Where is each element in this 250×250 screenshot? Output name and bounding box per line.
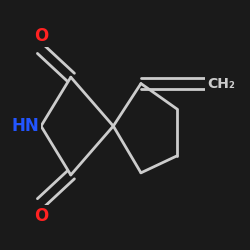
Text: HN: HN [11, 117, 39, 135]
Text: CH₂: CH₂ [207, 76, 235, 90]
Text: O: O [34, 207, 48, 225]
Text: O: O [34, 27, 48, 45]
